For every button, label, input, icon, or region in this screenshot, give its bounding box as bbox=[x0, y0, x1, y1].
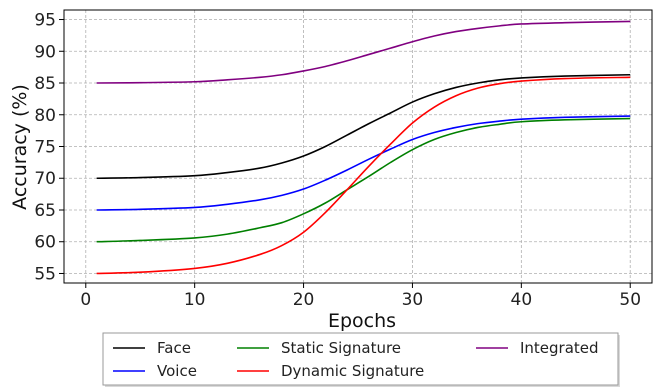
series-line-static-signature bbox=[96, 117, 631, 243]
x-tick-label: 30 bbox=[402, 290, 424, 310]
tick-layer: 0 10 20 30 40 50 55 60 65 70 75 80 85 90 95 bbox=[34, 11, 641, 310]
y-tick-label: 60 bbox=[34, 233, 56, 253]
x-tick-label: 20 bbox=[293, 290, 315, 310]
series-line-dynamic-signature bbox=[96, 76, 631, 275]
y-tick-label: 95 bbox=[34, 11, 56, 31]
x-tick-label: 0 bbox=[80, 290, 91, 310]
y-tick-label: 80 bbox=[34, 106, 56, 126]
legend-item-face: Face bbox=[113, 339, 191, 357]
plot-border bbox=[63, 9, 653, 284]
legend-item-integrated: Integrated bbox=[476, 339, 599, 357]
y-tick-label: 75 bbox=[34, 138, 56, 158]
plot-frame bbox=[63, 9, 653, 284]
legend-label: Static Signature bbox=[281, 339, 401, 357]
legend-label: Integrated bbox=[520, 339, 599, 357]
x-tick-label: 10 bbox=[184, 290, 206, 310]
series-line-voice bbox=[96, 115, 631, 211]
series-layer bbox=[96, 20, 631, 275]
legend-label: Voice bbox=[157, 362, 197, 380]
x-tick-label: 40 bbox=[511, 290, 533, 310]
legend-item-dynamic-signature: Dynamic Signature bbox=[237, 362, 424, 380]
x-tick-label: 50 bbox=[619, 290, 641, 310]
legend-item-static-signature: Static Signature bbox=[237, 339, 401, 357]
legend-item-voice: Voice bbox=[113, 362, 197, 380]
legend-box bbox=[102, 332, 619, 386]
y-axis-label: Accuracy (%) bbox=[9, 84, 31, 210]
series-line-integrated bbox=[96, 20, 631, 84]
legend-label: Dynamic Signature bbox=[281, 362, 424, 380]
y-tick-label: 70 bbox=[34, 169, 56, 189]
y-tick-label: 85 bbox=[34, 74, 56, 94]
x-axis-label: Epochs bbox=[328, 310, 396, 332]
y-tick-label: 90 bbox=[34, 42, 56, 62]
series-line-face bbox=[96, 73, 631, 180]
grid-layer bbox=[64, 10, 652, 283]
y-tick-label: 65 bbox=[34, 201, 56, 221]
legend: Face Voice Static Signature Dynamic Signatu… bbox=[102, 332, 620, 387]
legend-label: Face bbox=[157, 339, 191, 357]
y-tick-label: 55 bbox=[34, 264, 56, 284]
